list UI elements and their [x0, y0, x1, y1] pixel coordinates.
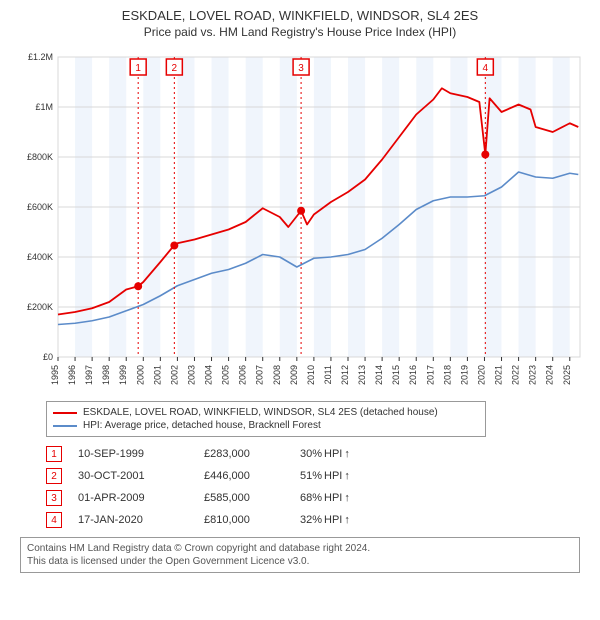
- footer: Contains HM Land Registry data © Crown c…: [20, 537, 580, 573]
- svg-text:2012: 2012: [340, 365, 350, 385]
- svg-text:2001: 2001: [152, 365, 162, 385]
- svg-text:1995: 1995: [50, 365, 60, 385]
- sale-row: 3 01-APR-2009 £585,000 68% HPI: [46, 487, 590, 509]
- svg-text:2002: 2002: [169, 365, 179, 385]
- svg-text:2022: 2022: [511, 365, 521, 385]
- legend-item: HPI: Average price, detached house, Brac…: [53, 419, 479, 432]
- sale-price: £585,000: [204, 492, 284, 504]
- svg-text:£600K: £600K: [27, 202, 53, 212]
- svg-text:£400K: £400K: [27, 252, 53, 262]
- legend-item: ESKDALE, LOVEL ROAD, WINKFIELD, WINDSOR,…: [53, 406, 479, 419]
- svg-text:2016: 2016: [408, 365, 418, 385]
- footer-line: This data is licensed under the Open Gov…: [27, 555, 573, 568]
- legend-swatch: [53, 425, 77, 427]
- svg-text:2024: 2024: [545, 365, 555, 385]
- svg-text:£1.2M: £1.2M: [28, 52, 53, 62]
- svg-text:2005: 2005: [221, 365, 231, 385]
- svg-text:1999: 1999: [118, 365, 128, 385]
- svg-text:2021: 2021: [494, 365, 504, 385]
- svg-text:2018: 2018: [442, 365, 452, 385]
- sale-row: 1 10-SEP-1999 £283,000 30% HPI: [46, 443, 590, 465]
- sale-row: 4 17-JAN-2020 £810,000 32% HPI: [46, 509, 590, 531]
- sale-date: 01-APR-2009: [78, 492, 188, 504]
- svg-text:2013: 2013: [357, 365, 367, 385]
- price-chart: £0 £200K £400K £600K £800K £1M £1.2M 1995 1996 19…: [10, 45, 590, 395]
- svg-text:2011: 2011: [323, 365, 333, 384]
- svg-text:2008: 2008: [272, 365, 282, 385]
- sale-date: 10-SEP-1999: [78, 448, 188, 460]
- sale-badge: 4: [46, 512, 62, 528]
- svg-text:2000: 2000: [135, 365, 145, 385]
- svg-text:£800K: £800K: [27, 152, 53, 162]
- svg-text:1: 1: [135, 63, 141, 74]
- svg-text:£200K: £200K: [27, 302, 53, 312]
- sale-price: £446,000: [204, 470, 284, 482]
- sale-badge: 1: [46, 446, 62, 462]
- svg-text:£0: £0: [43, 352, 53, 362]
- svg-text:2023: 2023: [528, 365, 538, 385]
- legend-label: ESKDALE, LOVEL ROAD, WINKFIELD, WINDSOR,…: [83, 407, 438, 418]
- svg-text:1997: 1997: [84, 365, 94, 385]
- page-subtitle: Price paid vs. HM Land Registry's House …: [10, 25, 590, 39]
- svg-text:2025: 2025: [562, 365, 572, 385]
- sale-delta: 30% HPI: [300, 448, 390, 460]
- svg-text:2010: 2010: [306, 365, 316, 385]
- svg-text:2009: 2009: [289, 365, 299, 385]
- svg-text:2003: 2003: [186, 365, 196, 385]
- svg-text:2020: 2020: [476, 365, 486, 385]
- svg-text:2014: 2014: [374, 365, 384, 385]
- legend-swatch: [53, 412, 77, 414]
- svg-text:4: 4: [483, 63, 489, 74]
- chart-svg: £0 £200K £400K £600K £800K £1M £1.2M 1995 1996 19…: [10, 45, 590, 395]
- footer-line: Contains HM Land Registry data © Crown c…: [27, 542, 573, 555]
- svg-text:2017: 2017: [425, 365, 435, 385]
- legend: ESKDALE, LOVEL ROAD, WINKFIELD, WINDSOR,…: [46, 401, 486, 437]
- svg-text:£1M: £1M: [35, 102, 53, 112]
- sale-delta: 32% HPI: [300, 514, 390, 526]
- svg-text:2019: 2019: [459, 365, 469, 385]
- sales-table: 1 10-SEP-1999 £283,000 30% HPI 2 30-OCT-2001 £…: [46, 443, 590, 531]
- svg-text:2006: 2006: [238, 365, 248, 385]
- sale-date: 17-JAN-2020: [78, 514, 188, 526]
- svg-text:2004: 2004: [204, 365, 214, 385]
- sale-delta: 68% HPI: [300, 492, 390, 504]
- sale-price: £283,000: [204, 448, 284, 460]
- page-title: ESKDALE, LOVEL ROAD, WINKFIELD, WINDSOR,…: [10, 8, 590, 23]
- svg-text:1996: 1996: [67, 365, 77, 385]
- svg-text:3: 3: [298, 63, 304, 74]
- sale-row: 2 30-OCT-2001 £446,000 51% HPI: [46, 465, 590, 487]
- page-container: ESKDALE, LOVEL ROAD, WINKFIELD, WINDSOR,…: [0, 0, 600, 577]
- svg-text:2007: 2007: [255, 365, 265, 385]
- sale-badge: 3: [46, 490, 62, 506]
- sale-badge: 2: [46, 468, 62, 484]
- legend-label: HPI: Average price, detached house, Brac…: [83, 420, 321, 431]
- svg-text:2015: 2015: [391, 365, 401, 385]
- sale-date: 30-OCT-2001: [78, 470, 188, 482]
- sale-delta: 51% HPI: [300, 470, 390, 482]
- svg-text:1998: 1998: [101, 365, 111, 385]
- svg-text:2: 2: [172, 63, 178, 74]
- sale-price: £810,000: [204, 514, 284, 526]
